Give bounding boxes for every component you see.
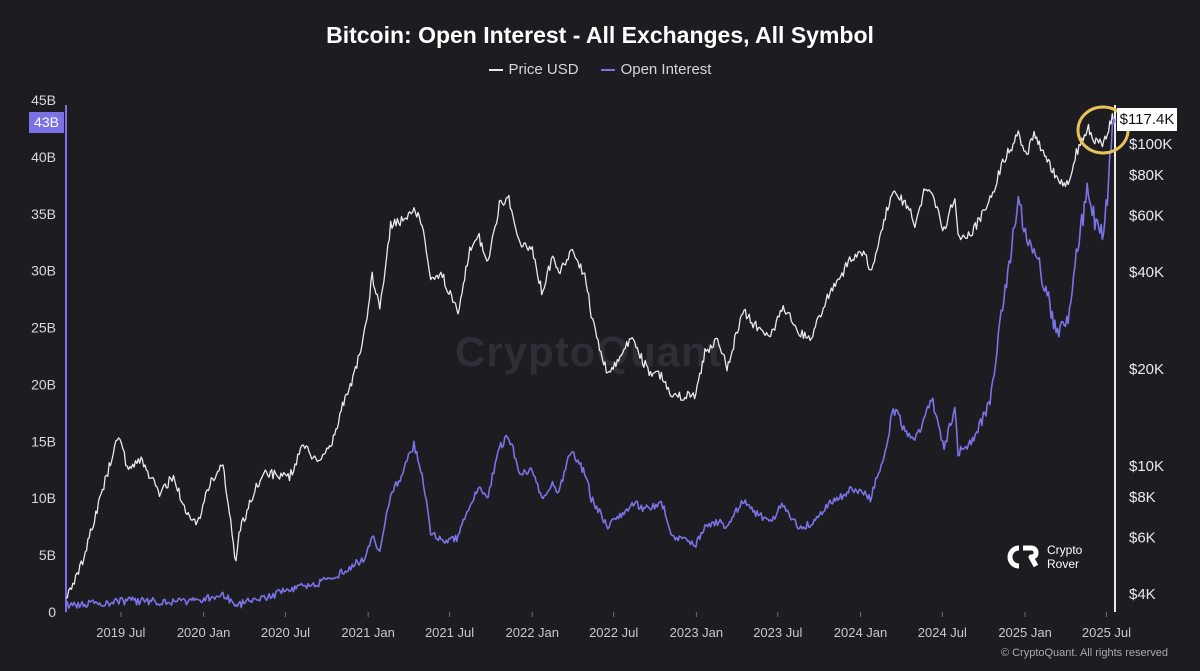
watermark: CryptoQuant	[455, 328, 723, 375]
y-right-tick-label: $60K	[1129, 207, 1164, 224]
y-right-tick-label: $100K	[1129, 136, 1172, 153]
x-tick-label: 2022 Jan	[506, 625, 560, 640]
x-tick-label: 2023 Jul	[753, 625, 802, 640]
crypto-rover-logo-icon	[1005, 545, 1039, 569]
y-left-tick-label: 15B	[31, 433, 56, 449]
current-price-badge: $117.4K	[1117, 108, 1177, 131]
y-left-tick-label: 10B	[31, 490, 56, 506]
open-interest-series-line	[65, 118, 1116, 609]
x-tick-label: 2024 Jul	[918, 625, 967, 640]
x-tick-label: 2024 Jan	[834, 625, 888, 640]
legend-item-open-interest[interactable]: Open Interest	[600, 61, 712, 78]
y-right-tick-label: $40K	[1129, 264, 1164, 281]
chart-legend: Price USD Open Interest	[0, 61, 1200, 78]
x-tick-label: 2019 Jul	[96, 625, 145, 640]
y-right-tick-label: $8K	[1129, 489, 1156, 506]
x-tick-label: 2025 Jan	[998, 625, 1052, 640]
x-tick-label: 2022 Jul	[589, 625, 638, 640]
y-left-tick-label: 45B	[31, 92, 56, 108]
x-tick-label: 2021 Jul	[425, 625, 474, 640]
legend-label-price: Price USD	[508, 61, 579, 78]
x-tick-label: 2023 Jan	[670, 625, 724, 640]
x-tick-label: 2020 Jul	[261, 625, 310, 640]
legend-label-open-interest: Open Interest	[620, 61, 712, 78]
y-right-tick-label: $80K	[1129, 167, 1164, 184]
series-layer	[65, 113, 1116, 609]
y-left-tick-label: 30B	[31, 263, 56, 279]
brand-line-2: Rover	[1047, 557, 1080, 571]
y-left-tick-label: 25B	[31, 320, 56, 336]
x-tick-label: 2021 Jan	[341, 625, 395, 640]
y-left-tick-label: 40B	[31, 149, 56, 165]
price-usd-series-line	[66, 113, 1116, 599]
y-right-tick-label: $10K	[1129, 458, 1164, 475]
brand-logo: Crypto Rover	[1005, 543, 1082, 571]
y-right-tick-label: $6K	[1129, 529, 1156, 546]
x-tick-label: 2020 Jan	[177, 625, 231, 640]
legend-swatch-price	[488, 68, 503, 71]
brand-line-1: Crypto	[1047, 543, 1083, 557]
current-oi-badge: 43B	[29, 112, 64, 133]
y-left-tick-label: 5B	[39, 547, 56, 563]
x-tick-label: 2025 Jul	[1082, 625, 1131, 640]
y-right-tick-label: $20K	[1129, 361, 1164, 378]
copyright-text: © CryptoQuant. All rights reserved	[1000, 647, 1168, 659]
y-left-tick-label: 35B	[31, 206, 56, 222]
chart-title: Bitcoin: Open Interest - All Exchanges, …	[326, 22, 874, 48]
right-axis: $4K $6K $8K $10K $20K $40K $60K $80K $100K	[1114, 105, 1172, 612]
y-left-tick-label: 0	[48, 604, 56, 620]
y-left-tick-label: 20B	[31, 376, 56, 392]
y-right-tick-label: $4K	[1129, 586, 1156, 603]
legend-item-price[interactable]: Price USD	[488, 61, 579, 78]
x-axis: 2019 Jul 2020 Jan 2020 Jul 2021 Jan 2021 Jul…	[96, 612, 1131, 640]
legend-swatch-open-interest	[600, 68, 615, 71]
left-axis: 0 5B 10B 15B 20B 25B 30B 35B 40B 45B	[31, 92, 67, 620]
